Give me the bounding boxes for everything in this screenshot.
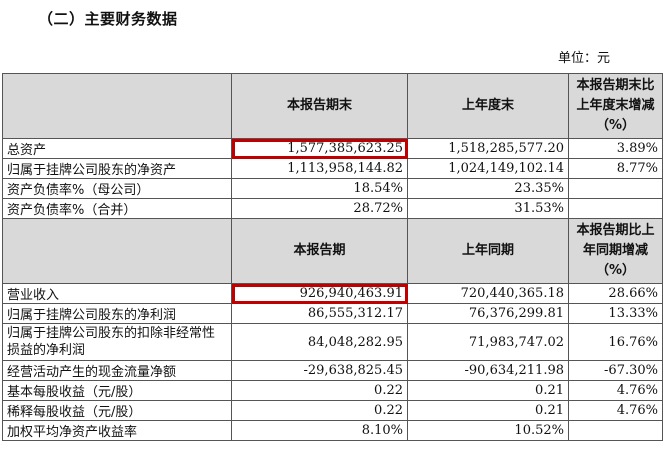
row-change-value: 8.77% [568, 158, 663, 179]
row-current-value: 0.22 [231, 400, 408, 421]
row-label: 加权平均净资产收益率 [2, 420, 232, 441]
row-label: 归属于挂牌公司股东的扣除非经常性损益的净利润 [2, 323, 232, 361]
row-change-value [568, 178, 663, 199]
table-row: 归属于挂牌公司股东的净利润 86,555,312.17 76,376,299.8… [2, 303, 663, 324]
row-label: 资产负债率%（合并） [2, 198, 232, 219]
row-change-value: 4.76% [568, 380, 663, 401]
row-prev-value: 1,024,149,102.14 [407, 158, 569, 179]
header-change-pct: 本报告期比上年同期增减（%） [568, 218, 663, 284]
table2-header-row: 本报告期 上年同期 本报告期比上年同期增减（%） [2, 218, 663, 284]
unit-label: 单位：元 [558, 51, 611, 66]
row-change-value [568, 420, 663, 441]
row-change-value: 3.89% [568, 138, 663, 159]
row-label: 稀释每股收益（元/股） [2, 400, 232, 421]
row-current-value: 86,555,312.17 [231, 303, 408, 324]
row-prev-value: 720,440,365.18 [407, 283, 569, 304]
row-prev-value: 31.53% [407, 198, 569, 219]
table-row: 资产负债率%（合并） 28.72% 31.53% [2, 198, 663, 219]
row-prev-value: 23.35% [407, 178, 569, 199]
row-label: 营业收入 [2, 283, 232, 304]
header-blank-cell [2, 73, 232, 139]
row-prev-value: 0.21 [407, 380, 569, 401]
row-current-value: -29,638,825.45 [231, 360, 408, 381]
table-row: 经营活动产生的现金流量净额 -29,638,825.45 -90,634,211… [2, 360, 663, 381]
row-prev-value: 10.52% [407, 420, 569, 441]
table-row: 基本每股收益（元/股） 0.22 0.21 4.76% [2, 380, 663, 401]
row-prev-value: 1,518,285,577.20 [407, 138, 569, 159]
header-prior-year-end: 上年度末 [407, 73, 569, 139]
header-current-period: 本报告期 [231, 218, 408, 284]
row-current-value: 84,048,282.95 [231, 323, 408, 361]
row-label: 基本每股收益（元/股） [2, 380, 232, 401]
row-prev-value: 71,983,747.02 [407, 323, 569, 361]
table-row: 总资产 1,577,385,623.25 1,518,285,577.20 3.… [2, 138, 663, 159]
row-current-value: 18.54% [231, 178, 408, 199]
total-assets-current-highlighted: 1,577,385,623.25 [231, 138, 408, 159]
header-prior-period: 上年同期 [407, 218, 569, 284]
row-prev-value: 76,376,299.81 [407, 303, 569, 324]
row-current-value: 28.72% [231, 198, 408, 219]
row-change-value: -67.30% [568, 360, 663, 381]
financial-data-table: 本报告期末 上年度末 本报告期末比上年度末增减（%） 总资产 1,577,385… [2, 73, 663, 441]
table-row: 稀释每股收益（元/股） 0.22 0.21 4.76% [2, 400, 663, 421]
row-change-value: 13.33% [568, 303, 663, 324]
row-label: 总资产 [2, 138, 232, 159]
row-current-value: 8.10% [231, 420, 408, 441]
header-current-period-end: 本报告期末 [231, 73, 408, 139]
table-row: 营业收入 926,940,463.91 720,440,365.18 28.66… [2, 283, 663, 304]
row-current-value: 0.22 [231, 380, 408, 401]
row-change-value: 4.76% [568, 400, 663, 421]
revenue-current-highlighted: 926,940,463.91 [231, 283, 408, 304]
row-change-value: 28.66% [568, 283, 663, 304]
table1-header-row: 本报告期末 上年度末 本报告期末比上年度末增减（%） [2, 73, 663, 139]
row-current-value: 1,113,958,144.82 [231, 158, 408, 179]
table-row: 资产负债率%（母公司） 18.54% 23.35% [2, 178, 663, 199]
row-label: 资产负债率%（母公司） [2, 178, 232, 199]
header-change-pct: 本报告期末比上年度末增减（%） [568, 73, 663, 139]
table-row: 归属于挂牌公司股东的扣除非经常性损益的净利润 84,048,282.95 71,… [2, 323, 663, 361]
row-label: 经营活动产生的现金流量净额 [2, 360, 232, 381]
table-row: 归属于挂牌公司股东的净资产 1,113,958,144.82 1,024,149… [2, 158, 663, 179]
row-change-value: 16.76% [568, 323, 663, 361]
row-label: 归属于挂牌公司股东的净资产 [2, 158, 232, 179]
row-change-value [568, 198, 663, 219]
section-title: （二）主要财务数据 [38, 10, 178, 28]
row-label: 归属于挂牌公司股东的净利润 [2, 303, 232, 324]
row-prev-value: -90,634,211.98 [407, 360, 569, 381]
table-row: 加权平均净资产收益率 8.10% 10.52% [2, 420, 663, 441]
header-blank-cell [2, 218, 232, 284]
row-prev-value: 0.21 [407, 400, 569, 421]
